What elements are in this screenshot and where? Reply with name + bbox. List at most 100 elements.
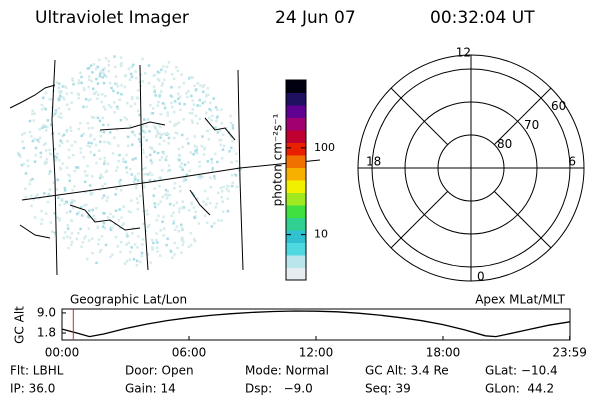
pixel bbox=[146, 213, 149, 216]
pixel bbox=[181, 168, 184, 172]
pixel bbox=[153, 125, 156, 128]
pixel bbox=[177, 229, 180, 233]
color-swatch bbox=[286, 130, 306, 143]
pixel bbox=[145, 209, 149, 213]
pixel bbox=[99, 173, 102, 177]
pixel bbox=[153, 179, 156, 182]
pixel bbox=[38, 197, 41, 200]
pixel bbox=[120, 240, 123, 244]
pixel bbox=[164, 158, 168, 162]
pixel bbox=[181, 243, 185, 247]
pixel bbox=[77, 127, 80, 131]
pixel bbox=[112, 89, 115, 93]
pixel bbox=[45, 212, 48, 215]
pixel bbox=[203, 146, 206, 150]
pixel bbox=[22, 146, 25, 150]
pixel bbox=[168, 202, 172, 206]
pixel bbox=[134, 70, 137, 73]
pixel bbox=[22, 162, 25, 166]
pixel bbox=[175, 201, 179, 205]
pixel bbox=[119, 118, 123, 122]
pixel bbox=[153, 205, 157, 209]
pixel bbox=[170, 86, 173, 89]
pixel bbox=[176, 246, 179, 250]
pixel bbox=[40, 218, 44, 221]
pixel bbox=[156, 104, 159, 107]
pixel bbox=[192, 153, 195, 156]
pixel bbox=[50, 230, 54, 233]
pixel bbox=[70, 91, 73, 95]
pixel bbox=[157, 123, 160, 126]
pixel bbox=[43, 106, 46, 109]
pixel bbox=[45, 161, 48, 164]
pixel bbox=[214, 126, 217, 129]
pixel bbox=[31, 112, 34, 116]
pixel bbox=[221, 133, 225, 137]
pixel bbox=[84, 190, 87, 194]
pixel bbox=[192, 206, 196, 209]
pixel bbox=[235, 185, 239, 188]
pixel bbox=[113, 101, 116, 104]
color-swatch bbox=[286, 205, 306, 218]
pixel bbox=[127, 144, 130, 148]
pixel bbox=[206, 160, 209, 163]
pixel bbox=[158, 176, 161, 180]
pixel bbox=[180, 166, 184, 169]
pixel bbox=[36, 138, 40, 142]
pixel bbox=[176, 132, 179, 135]
pixel bbox=[158, 125, 162, 129]
pixel bbox=[127, 210, 131, 213]
pixel bbox=[102, 71, 105, 75]
pixel bbox=[73, 185, 76, 188]
pixel bbox=[44, 91, 48, 95]
pixel bbox=[194, 114, 198, 118]
pixel bbox=[119, 56, 123, 59]
pixel bbox=[118, 183, 122, 186]
pixel bbox=[24, 196, 27, 199]
pixel bbox=[145, 139, 148, 142]
pixel bbox=[79, 206, 83, 209]
pixel bbox=[213, 177, 217, 180]
pixel bbox=[162, 234, 165, 237]
pixel bbox=[117, 159, 120, 163]
pixel bbox=[91, 208, 94, 212]
pixel bbox=[147, 64, 151, 67]
pixel bbox=[157, 100, 160, 104]
pixel bbox=[188, 209, 191, 212]
info-field: Door: Open bbox=[125, 364, 194, 378]
pixel bbox=[181, 133, 184, 137]
pixel bbox=[165, 243, 168, 247]
colorbar-frame bbox=[285, 79, 307, 281]
pixel bbox=[125, 259, 129, 263]
pixel bbox=[173, 253, 176, 256]
pixel bbox=[111, 226, 114, 230]
meridian bbox=[51, 59, 56, 181]
pixel bbox=[166, 237, 169, 241]
pixel bbox=[33, 216, 37, 219]
date: 24 Jun 07 bbox=[275, 8, 356, 28]
pixel bbox=[87, 127, 91, 130]
pixel bbox=[177, 210, 181, 214]
pixel bbox=[116, 84, 119, 88]
pixel bbox=[69, 129, 73, 132]
pixel bbox=[80, 134, 83, 137]
pixel bbox=[123, 74, 127, 78]
pixel bbox=[99, 130, 102, 133]
pixel bbox=[209, 109, 213, 112]
pixel bbox=[95, 207, 98, 210]
pixel bbox=[49, 221, 52, 224]
pixel bbox=[153, 187, 156, 190]
pixel bbox=[113, 65, 117, 69]
pixel bbox=[149, 261, 152, 264]
pixel bbox=[68, 175, 71, 178]
pixel bbox=[99, 176, 102, 180]
pixel bbox=[73, 140, 77, 144]
pixel bbox=[151, 112, 155, 115]
pixel bbox=[54, 233, 57, 236]
pixel bbox=[109, 255, 112, 259]
pixel bbox=[52, 181, 55, 184]
pixel bbox=[161, 195, 165, 199]
pixel bbox=[40, 209, 43, 213]
pixel bbox=[87, 227, 90, 230]
pixel bbox=[153, 89, 157, 92]
